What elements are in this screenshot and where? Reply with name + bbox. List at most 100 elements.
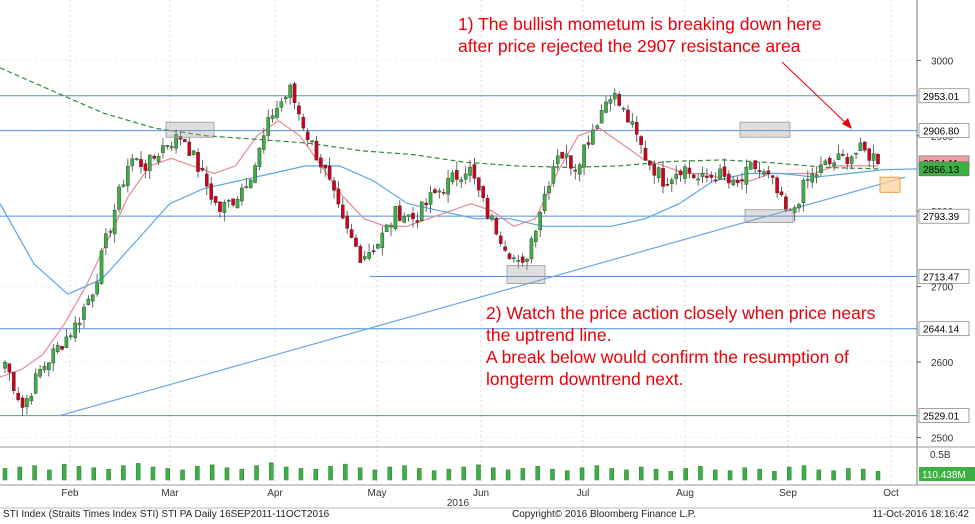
trend-layer: [59, 176, 906, 417]
candle-body: [604, 101, 608, 113]
candle-body: [766, 170, 771, 175]
candle-body: [441, 191, 446, 194]
candle-body: [314, 140, 319, 161]
candle-body: [398, 205, 402, 221]
candle-body: [871, 153, 876, 161]
candle-body: [86, 298, 91, 305]
candle-body: [11, 371, 16, 391]
candle-body: [323, 164, 328, 169]
candle-body: [169, 146, 174, 149]
candle-body: [476, 177, 481, 191]
highlight-box: [506, 265, 546, 284]
candle-body: [564, 153, 569, 158]
candle-body: [547, 186, 551, 194]
candle-body: [617, 94, 621, 106]
volume-bar: [17, 466, 23, 481]
price-label-text: 2856.13: [923, 165, 960, 176]
candle-body: [393, 205, 398, 229]
candle-body: [340, 204, 345, 219]
candle-body: [82, 306, 86, 320]
candle-body: [709, 175, 714, 178]
annotation-arrowhead: [842, 118, 852, 129]
candle-body: [472, 164, 477, 179]
candle-layer: [3, 81, 880, 416]
candle-body: [608, 99, 613, 104]
candle-body: [586, 142, 591, 145]
candle-body: [161, 145, 165, 153]
candle-body: [691, 174, 696, 179]
month-tick-label: Jul: [577, 488, 590, 499]
candle-body: [819, 164, 823, 174]
candle-body: [494, 218, 499, 235]
candle-body: [433, 189, 437, 193]
candle-body: [240, 187, 244, 202]
volume-bar: [32, 465, 37, 481]
candle-body: [784, 196, 788, 211]
price-label-box: [918, 408, 970, 423]
candle-body: [371, 250, 376, 252]
candle-body: [683, 166, 687, 179]
month-tick-label: Oct: [883, 488, 899, 499]
candle-body: [639, 136, 643, 146]
candle-body: [516, 260, 521, 262]
candle-body: [29, 396, 34, 402]
volume-bar: [461, 466, 466, 481]
volume-bar: [106, 468, 111, 481]
volume-bar: [298, 468, 304, 481]
candle-body: [630, 121, 635, 125]
volume-bar: [653, 468, 659, 481]
candle-body: [60, 345, 64, 350]
candle-body: [139, 159, 143, 168]
volume-bar: [372, 469, 378, 481]
candle-body: [748, 162, 753, 170]
price-label-text: 2793.39: [923, 212, 960, 223]
candle-body: [415, 220, 420, 223]
candle-body: [656, 167, 661, 179]
candle-body: [670, 179, 674, 184]
candle-body: [450, 172, 455, 183]
volume-bar: [328, 466, 333, 481]
candle-body: [152, 156, 156, 159]
moving-average-ma-mid: [0, 165, 918, 295]
candle-body: [867, 148, 872, 161]
price-label-box: [918, 269, 970, 284]
footer-ticker: STI Index (Straits Times Index STI) STI …: [3, 509, 330, 520]
candle-body: [437, 190, 442, 193]
candle-body: [226, 200, 231, 202]
candle-body: [33, 373, 38, 394]
candle-body: [849, 156, 854, 164]
candle-body: [551, 166, 556, 184]
candle-body: [297, 105, 301, 115]
volume-bar: [283, 466, 289, 481]
candle-body: [841, 154, 845, 156]
candle-body: [534, 230, 538, 243]
volume-bar: [121, 465, 126, 481]
candle-body: [832, 162, 836, 167]
candle-body: [156, 156, 161, 163]
annotation-resistance: 1) The bullish mometum is breaking down …: [458, 13, 821, 57]
candle-body: [336, 188, 341, 205]
candle-body: [327, 165, 332, 180]
candle-body: [270, 115, 275, 119]
candle-body: [665, 184, 670, 186]
highlight-box: [744, 209, 794, 223]
volume-scale-label: 0.5B: [930, 450, 951, 461]
volume-bar: [387, 466, 392, 481]
candle-body: [652, 163, 657, 176]
candle-body: [591, 129, 595, 145]
candle-body: [354, 237, 358, 247]
price-label-box: [918, 123, 970, 138]
candle-body: [512, 257, 516, 260]
volume-bar: [357, 467, 363, 481]
candle-body: [498, 235, 503, 244]
candle-body: [463, 173, 468, 180]
candle-body: [25, 398, 29, 408]
candle-body: [713, 179, 718, 182]
candle-body: [380, 232, 385, 249]
price-label-box: [918, 88, 970, 104]
volume-bar: [668, 471, 674, 481]
volume-bar: [402, 465, 407, 481]
candle-body: [801, 179, 806, 203]
month-tick-label: Aug: [676, 488, 694, 499]
